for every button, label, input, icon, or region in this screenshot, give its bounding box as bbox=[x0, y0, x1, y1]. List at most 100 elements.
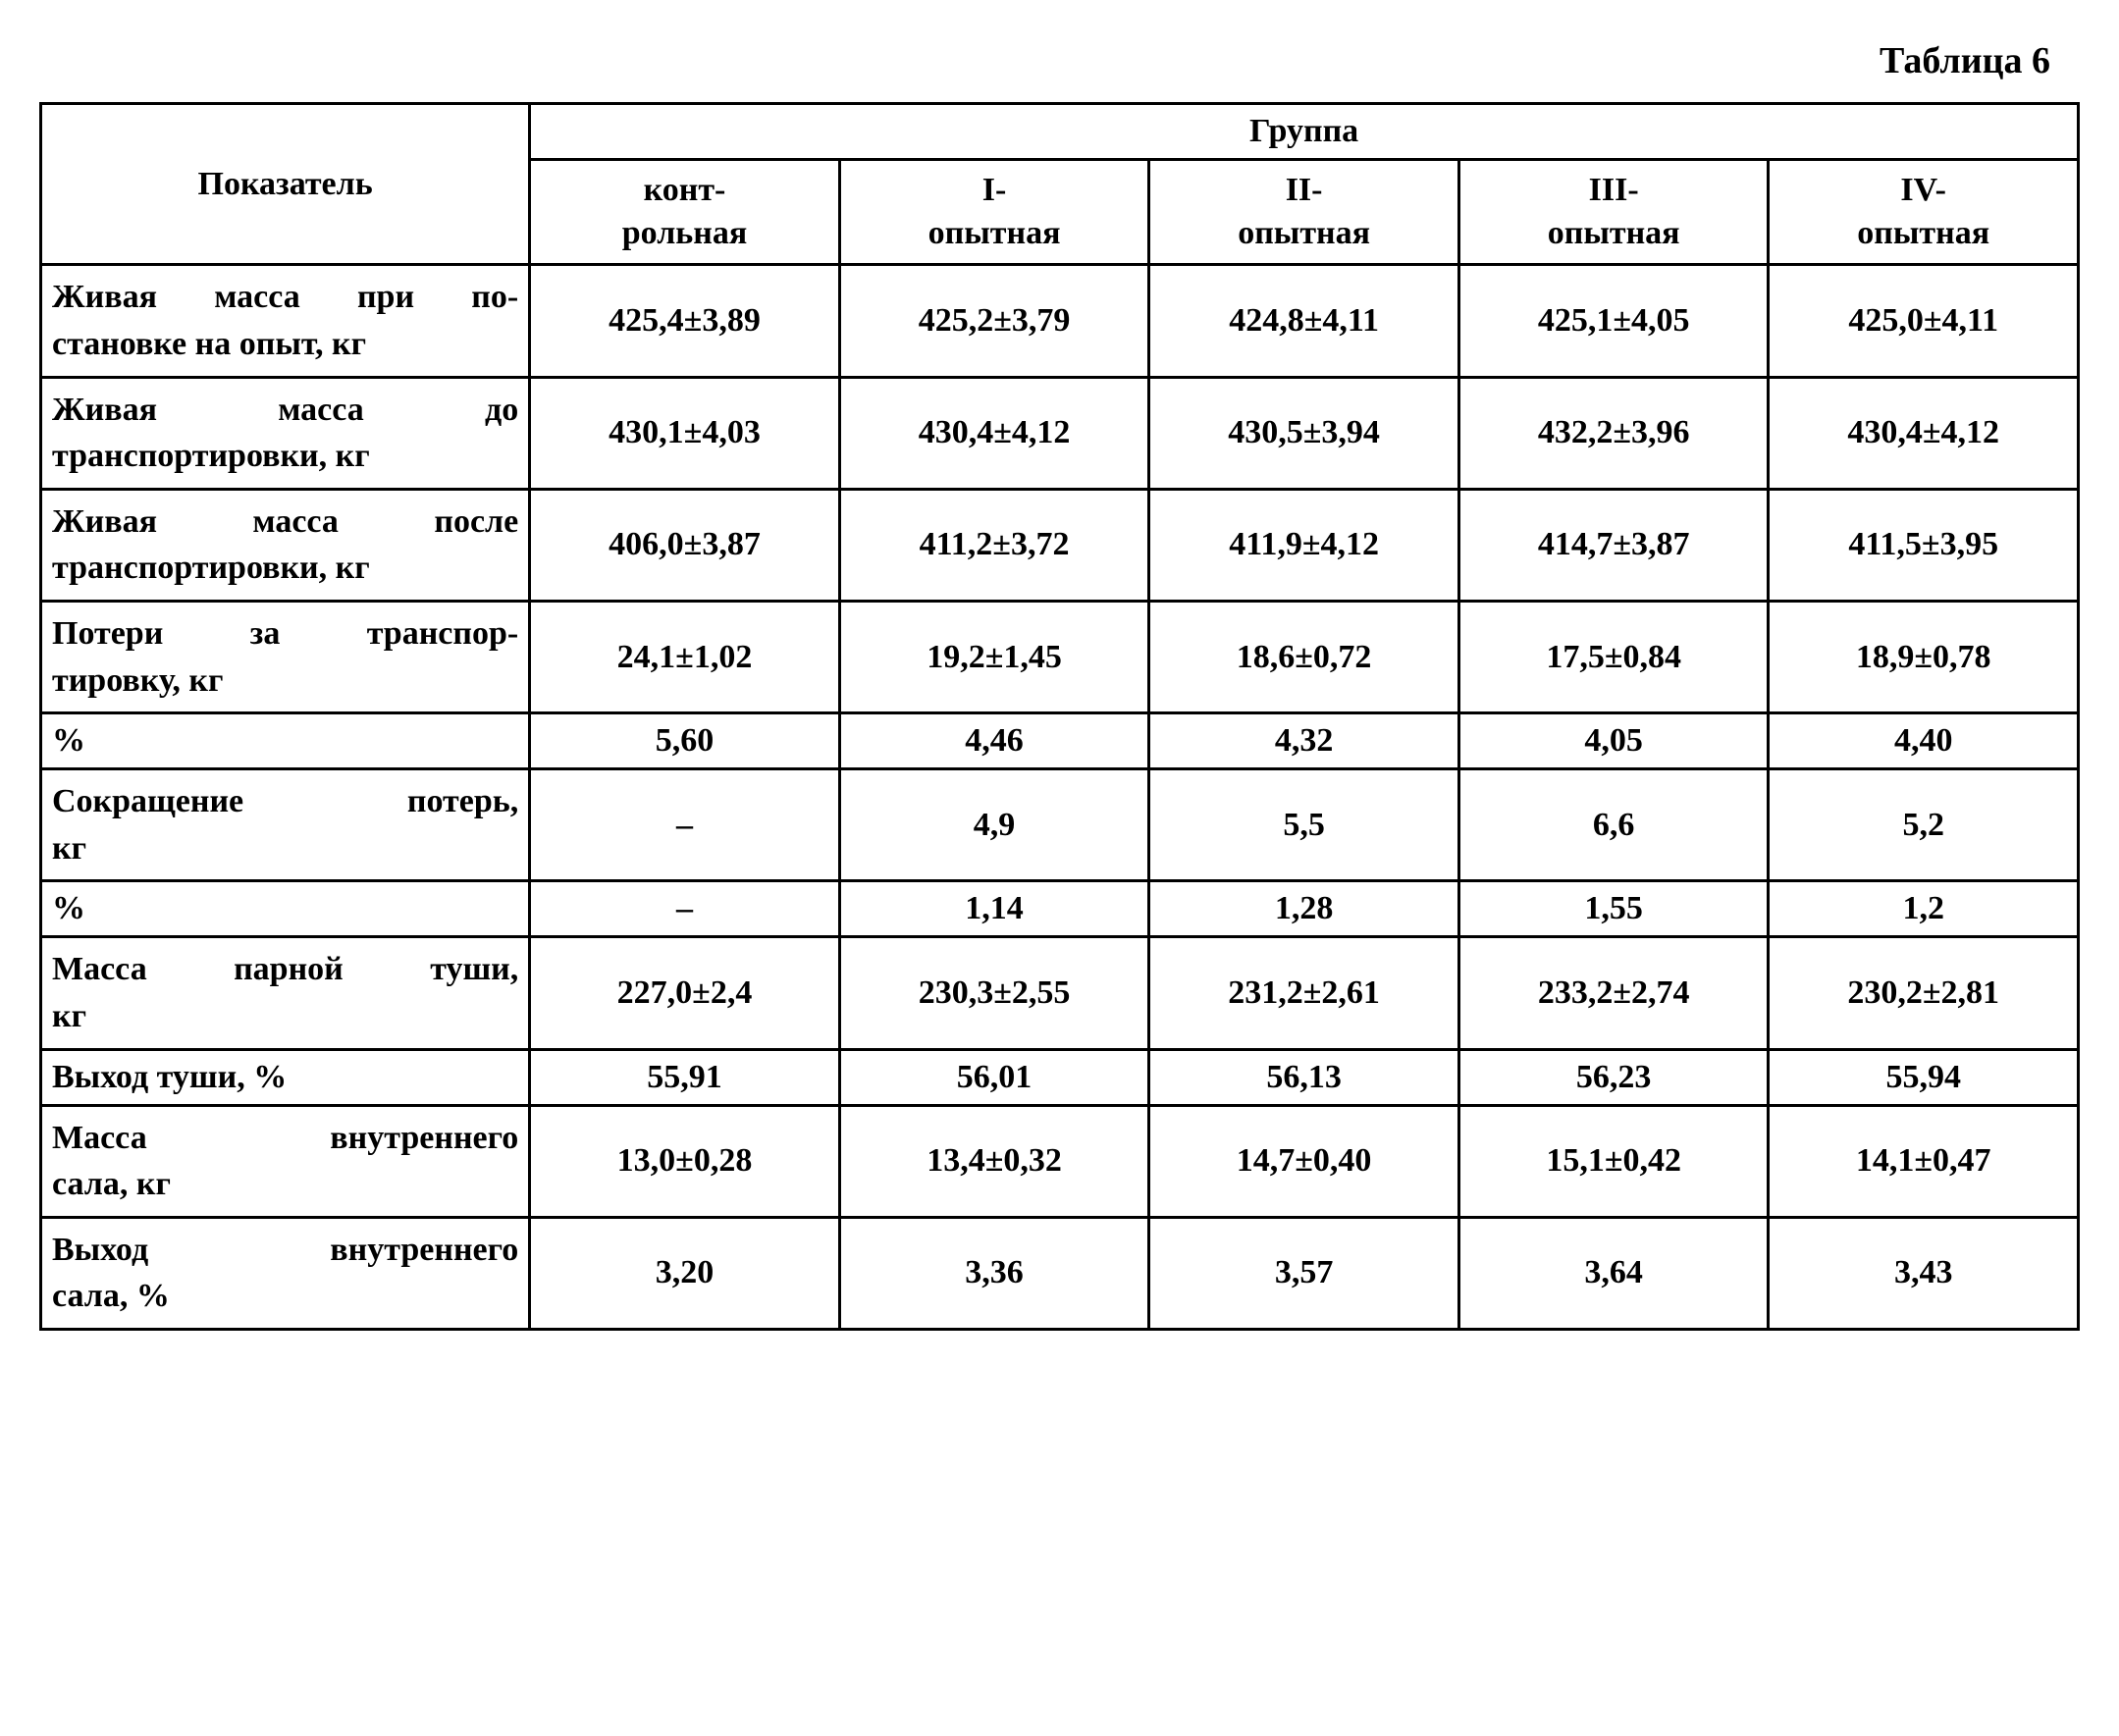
row-label-word: Живая bbox=[52, 274, 157, 321]
table-row: Сокращениепотерь,кг–4,95,56,65,2 bbox=[41, 769, 2079, 881]
cell-value: 24,1±1,02 bbox=[530, 601, 840, 712]
header-col-3-line1: III- bbox=[1589, 172, 1639, 208]
cell-value: 56,01 bbox=[839, 1049, 1149, 1105]
row-label-word: потерь, bbox=[407, 778, 518, 825]
row-label-line1: Масса внутреннего bbox=[52, 1115, 518, 1162]
data-table: Показатель Группа конт- рольная I- опытн… bbox=[39, 102, 2080, 1331]
cell-value: 5,60 bbox=[530, 713, 840, 769]
header-col-4-line2: опытная bbox=[1857, 215, 1989, 251]
table-row: Живаямассаприпо-становке на опыт, кг425,… bbox=[41, 265, 2079, 377]
row-label: % bbox=[41, 713, 530, 769]
row-label-line1: Живая масса после bbox=[52, 499, 518, 546]
row-label-word: после bbox=[434, 499, 518, 546]
row-label-word: Выход bbox=[52, 1227, 148, 1274]
header-col-4-line1: IV- bbox=[1900, 172, 1946, 208]
table-header: Показатель Группа конт- рольная I- опытн… bbox=[41, 104, 2079, 265]
cell-value: 4,05 bbox=[1458, 713, 1769, 769]
cell-value: 3,64 bbox=[1458, 1217, 1769, 1329]
header-col-1-line2: опытная bbox=[928, 215, 1061, 251]
table-row: Живая масса послетранспортировки, кг 406,0±… bbox=[41, 489, 2079, 601]
row-label-line1: Потери за транспор- bbox=[52, 610, 518, 658]
table-row: Выход туши, %55,9156,0156,1356,2355,94 bbox=[41, 1049, 2079, 1105]
cell-value: 424,8±4,11 bbox=[1149, 265, 1459, 377]
header-col-2-line1: II- bbox=[1286, 172, 1323, 208]
row-label-word: за bbox=[250, 610, 281, 658]
row-label: Живаямассадотранспортировки, кг bbox=[41, 377, 530, 489]
cell-value: – bbox=[530, 769, 840, 881]
cell-value: 231,2±2,61 bbox=[1149, 937, 1459, 1049]
cell-value: 1,2 bbox=[1769, 881, 2079, 937]
cell-value: 1,14 bbox=[839, 881, 1149, 937]
row-label: % bbox=[41, 881, 530, 937]
cell-value: 406,0±3,87 bbox=[530, 489, 840, 601]
cell-value: 1,55 bbox=[1458, 881, 1769, 937]
header-col-3: III- опытная bbox=[1458, 160, 1769, 265]
cell-value: 230,2±2,81 bbox=[1769, 937, 2079, 1049]
row-label-word: масса bbox=[278, 387, 364, 434]
cell-value: 14,1±0,47 bbox=[1769, 1105, 2079, 1217]
row-label-word: парной bbox=[234, 946, 344, 993]
cell-value: 55,94 bbox=[1769, 1049, 2079, 1105]
cell-value: 56,13 bbox=[1149, 1049, 1459, 1105]
cell-value: 56,23 bbox=[1458, 1049, 1769, 1105]
row-label-word: Масса bbox=[52, 1115, 147, 1162]
header-row-1: Показатель Группа bbox=[41, 104, 2079, 160]
row-label-line2: становке на опыт, кг bbox=[52, 321, 518, 368]
cell-value: 411,5±3,95 bbox=[1769, 489, 2079, 601]
cell-value: 3,20 bbox=[530, 1217, 840, 1329]
row-label-word: масса bbox=[214, 274, 300, 321]
cell-value: 430,1±4,03 bbox=[530, 377, 840, 489]
header-group: Группа bbox=[530, 104, 2079, 160]
cell-value: 3,36 bbox=[839, 1217, 1149, 1329]
table-row: Потери за транспор-тировку, кг 24,1±1,0219,… bbox=[41, 601, 2079, 712]
cell-value: 5,5 bbox=[1149, 769, 1459, 881]
cell-value: 425,2±3,79 bbox=[839, 265, 1149, 377]
cell-value: 4,46 bbox=[839, 713, 1149, 769]
table-body: Живаямассаприпо-становке на опыт, кг425,… bbox=[41, 265, 2079, 1330]
cell-value: 15,1±0,42 bbox=[1458, 1105, 1769, 1217]
header-col-2-line2: опытная bbox=[1238, 215, 1370, 251]
row-label-word: Живая bbox=[52, 499, 157, 546]
cell-value: 13,0±0,28 bbox=[530, 1105, 840, 1217]
row-label-word: Сокращение bbox=[52, 778, 243, 825]
cell-value: 4,32 bbox=[1149, 713, 1459, 769]
row-label-word: транспор- bbox=[367, 610, 519, 658]
table-row: %–1,141,281,551,2 bbox=[41, 881, 2079, 937]
table-caption: Таблица 6 bbox=[39, 39, 2080, 82]
cell-value: 19,2±1,45 bbox=[839, 601, 1149, 712]
header-col-0: конт- рольная bbox=[530, 160, 840, 265]
row-label-line1: Массапарнойтуши, bbox=[52, 946, 518, 993]
header-indicator: Показатель bbox=[41, 104, 530, 265]
row-label-word: Живая bbox=[52, 387, 157, 434]
cell-value: 13,4±0,32 bbox=[839, 1105, 1149, 1217]
cell-value: 227,0±2,4 bbox=[530, 937, 840, 1049]
row-label-word: внутреннего bbox=[330, 1115, 518, 1162]
row-label-line2: сала, кг bbox=[52, 1161, 518, 1208]
row-label: Сокращениепотерь,кг bbox=[41, 769, 530, 881]
row-label-line2: транспортировки, кг bbox=[52, 545, 518, 592]
row-label-word: масса bbox=[252, 499, 339, 546]
table-row: %5,604,464,324,054,40 bbox=[41, 713, 2079, 769]
row-label-word: Потери bbox=[52, 610, 163, 658]
cell-value: – bbox=[530, 881, 840, 937]
cell-value: 411,2±3,72 bbox=[839, 489, 1149, 601]
cell-value: 430,4±4,12 bbox=[1769, 377, 2079, 489]
row-label-line2: сала, % bbox=[52, 1273, 518, 1320]
row-label-line2: кг bbox=[52, 993, 518, 1040]
table-row: Массапарнойтуши,кг 227,0±2,4230,3±2,55231… bbox=[41, 937, 2079, 1049]
row-label-word: внутреннего bbox=[330, 1227, 518, 1274]
cell-value: 230,3±2,55 bbox=[839, 937, 1149, 1049]
cell-value: 14,7±0,40 bbox=[1149, 1105, 1459, 1217]
table-row: Масса внутреннегосала, кг 13,0±0,2813,4±0,… bbox=[41, 1105, 2079, 1217]
cell-value: 18,9±0,78 bbox=[1769, 601, 2079, 712]
table-row: Живаямассадотранспортировки, кг430,1±4,0… bbox=[41, 377, 2079, 489]
row-label-line1: Выход внутреннего bbox=[52, 1227, 518, 1274]
header-col-2: II- опытная bbox=[1149, 160, 1459, 265]
cell-value: 18,6±0,72 bbox=[1149, 601, 1459, 712]
cell-value: 233,2±2,74 bbox=[1458, 937, 1769, 1049]
row-label-line2: тировку, кг bbox=[52, 658, 518, 705]
cell-value: 3,57 bbox=[1149, 1217, 1459, 1329]
cell-value: 5,2 bbox=[1769, 769, 2079, 881]
cell-value: 425,4±3,89 bbox=[530, 265, 840, 377]
cell-value: 432,2±3,96 bbox=[1458, 377, 1769, 489]
